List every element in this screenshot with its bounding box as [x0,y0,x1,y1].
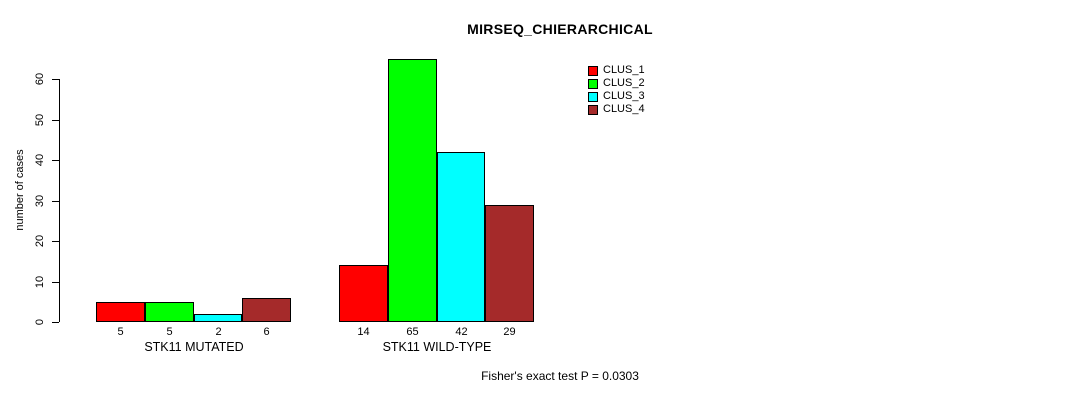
y-axis-line [59,79,60,322]
y-tick-mark [52,160,59,161]
legend: CLUS_1 CLUS_2 CLUS_3 CLUS_4 [588,64,645,116]
legend-label: CLUS_2 [603,77,645,89]
legend-swatch-CLUS_3 [588,91,598,102]
y-tick-label: 20 [34,234,46,248]
bar-CLUS_4 [242,298,291,322]
bar-value-label: 65 [406,326,419,338]
legend-swatch-CLUS_2 [588,78,598,89]
y-tick-label: 30 [34,194,46,208]
y-tick-mark [52,120,59,121]
bar-value-label: 29 [503,326,516,338]
y-tick-mark [52,282,59,283]
bar-CLUS_1 [96,302,145,322]
bar-CLUS_4 [485,205,534,322]
legend-item-CLUS_4: CLUS_4 [588,103,645,116]
legend-label: CLUS_1 [603,64,645,76]
bar-CLUS_3 [194,314,242,322]
y-tick-label: 60 [34,72,46,86]
bar-value-label: 5 [117,326,124,338]
bar-CLUS_3 [437,152,485,322]
y-tick-label: 10 [34,275,46,289]
chart-title: MIRSEQ_CHIERARCHICAL [467,21,653,37]
y-tick-mark [52,79,59,80]
legend-item-CLUS_1: CLUS_1 [588,64,645,77]
bar-CLUS_2 [388,59,437,322]
bar-value-label: 14 [357,326,370,338]
legend-label: CLUS_4 [603,103,645,115]
bar-value-label: 2 [215,326,222,338]
group-label: STK11 WILD-TYPE [382,340,492,354]
bar-value-label: 6 [263,326,270,338]
legend-swatch-CLUS_1 [588,65,598,76]
group-label: STK11 MUTATED [144,340,244,354]
y-tick-label: 0 [34,318,46,326]
bar-CLUS_1 [339,265,388,322]
y-tick-label: 50 [34,113,46,127]
y-tick-mark [52,241,59,242]
y-tick-mark [52,322,59,323]
bar-CLUS_2 [145,302,194,322]
bar-value-label: 5 [166,326,173,338]
y-axis-label: number of cases [14,149,26,231]
legend-swatch-CLUS_4 [588,104,598,115]
y-tick-mark [52,201,59,202]
bar-value-label: 42 [455,326,468,338]
legend-item-CLUS_3: CLUS_3 [588,90,645,103]
y-tick-label: 40 [34,153,46,167]
legend-label: CLUS_3 [603,90,645,102]
legend-item-CLUS_2: CLUS_2 [588,77,645,90]
annotation-text: Fisher's exact test P = 0.0303 [481,369,639,383]
